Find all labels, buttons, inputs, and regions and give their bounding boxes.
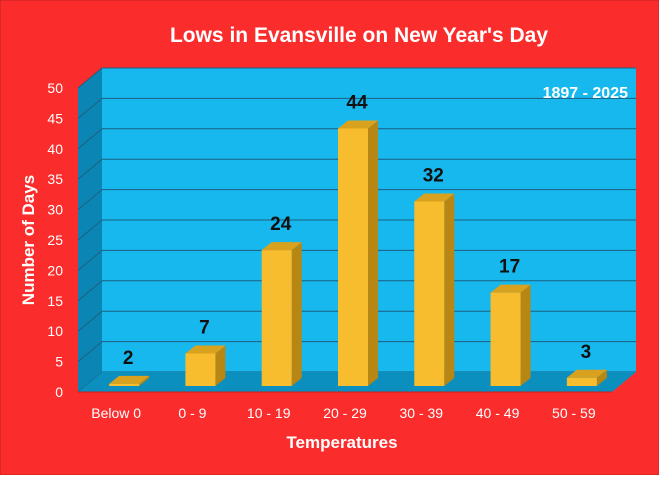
bar-top <box>109 375 150 384</box>
gridline-side <box>77 158 103 180</box>
y-tick-label: 5 <box>55 354 63 370</box>
bar <box>490 284 531 386</box>
y-axis-label: Number of Days <box>19 175 38 305</box>
bars <box>109 120 607 387</box>
x-tick-label: 30 - 39 <box>399 405 443 421</box>
gridline-side <box>77 189 103 210</box>
data-label: 17 <box>499 257 520 278</box>
gridline-side <box>77 341 103 362</box>
bar-front <box>338 128 368 387</box>
bar-front <box>490 292 521 386</box>
bar-front <box>185 353 216 386</box>
gridline-side <box>77 250 103 271</box>
y-tick-label: 30 <box>47 202 63 218</box>
data-label: 3 <box>581 342 592 363</box>
data-label: 7 <box>199 317 210 338</box>
data-labels: 2 7 24 44 32 17 3 <box>123 92 591 368</box>
bar-side <box>444 193 455 386</box>
y-axis-ticks: 0 5 10 15 20 25 30 35 40 45 50 <box>47 80 63 400</box>
bar <box>185 345 226 386</box>
bar <box>261 242 302 386</box>
bar-side <box>520 284 531 386</box>
y-tick-label: 35 <box>47 171 63 187</box>
gridline-side <box>77 280 103 302</box>
x-tick-label: 40 - 49 <box>476 405 520 421</box>
data-label: 32 <box>423 165 444 186</box>
x-tick-label: Below 0 <box>91 405 141 421</box>
y-tick-label: 50 <box>47 80 63 96</box>
bar-side <box>139 375 150 386</box>
bar-front <box>414 201 445 386</box>
y-tick-label: 15 <box>47 293 63 309</box>
y-tick-label: 10 <box>47 323 63 339</box>
bar-side <box>215 345 226 386</box>
bar-side <box>368 120 378 386</box>
bar-front <box>261 250 292 386</box>
gridline-side <box>77 219 103 241</box>
bar-front <box>566 377 597 386</box>
y-tick-label: 25 <box>47 232 63 248</box>
gridline-side <box>77 128 103 150</box>
chart-title: Lows in Evansville on New Year's Day <box>170 24 548 47</box>
y-tick-label: 45 <box>47 110 63 126</box>
bar-top <box>566 369 607 378</box>
y-tick-label: 40 <box>47 141 63 157</box>
x-axis-label: Temperatures <box>286 433 397 452</box>
gridline-side <box>77 67 103 89</box>
bar-top <box>338 120 378 129</box>
x-axis-ticks: Below 0 0 - 9 10 - 19 20 - 29 30 - 39 40 - 49… <box>91 405 596 421</box>
x-tick-label: 0 - 9 <box>178 405 206 421</box>
data-label: 24 <box>270 214 292 235</box>
data-label: 44 <box>346 92 368 113</box>
x-tick-label: 50 - 59 <box>552 405 596 421</box>
bar-side <box>596 369 607 386</box>
gridline-side <box>77 310 103 332</box>
bar-side <box>291 242 302 386</box>
bar-top <box>414 193 455 202</box>
bar-top <box>185 345 226 354</box>
y-tick-label: 0 <box>55 384 63 400</box>
y-tick-label: 20 <box>47 262 63 278</box>
bar-front <box>109 383 140 386</box>
bar-top <box>490 284 531 293</box>
x-tick-label: 20 - 29 <box>323 405 367 421</box>
bar <box>414 193 455 386</box>
bar <box>566 369 607 386</box>
data-label: 2 <box>123 348 134 369</box>
gridline-side <box>77 98 103 119</box>
bar-top <box>261 242 302 251</box>
year-range-annotation: 1897 - 2025 <box>543 85 629 102</box>
x-tick-label: 10 - 19 <box>247 405 291 421</box>
bar <box>109 375 150 386</box>
bar <box>338 120 378 387</box>
